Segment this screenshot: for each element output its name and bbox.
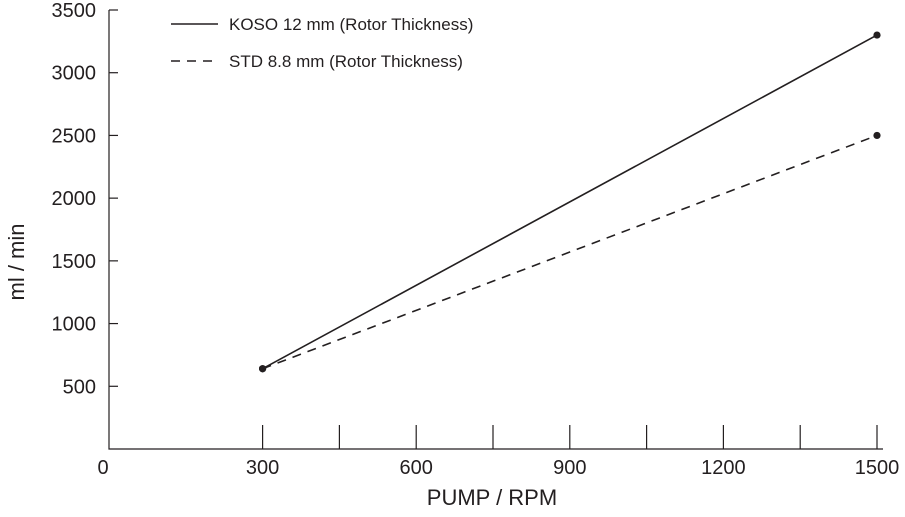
y-tick-label: 1000	[52, 314, 97, 336]
x-tick-label: 300	[246, 457, 279, 479]
y-tick-label: 3000	[52, 63, 97, 85]
y-tick-marks	[109, 9, 118, 387]
y-tick-label: 1500	[52, 251, 97, 273]
y-tick-labels: 500 1000 1500 2000 2500 3000 3500	[52, 0, 97, 398]
series-layer	[259, 31, 881, 373]
y-tick-label: 500	[63, 376, 96, 398]
x-tick-label: 900	[553, 457, 586, 479]
axes	[108, 10, 883, 450]
x-tick-label: 0	[97, 457, 108, 479]
y-axis-title: ml / min	[4, 224, 29, 301]
x-tick-label: 1500	[855, 457, 900, 479]
data-point	[873, 131, 881, 140]
series-line-koso	[262, 34, 878, 370]
series-line-std	[262, 134, 878, 370]
x-tick-labels: 0 300 600 900 1200 1500	[97, 457, 899, 479]
x-axis-title: PUMP / RPM	[427, 485, 557, 510]
x-minor-ticks	[262, 425, 878, 449]
x-tick-label: 1200	[701, 457, 746, 479]
legend: KOSO 12 mm (Rotor Thickness) STD 8.8 mm (…	[171, 15, 473, 71]
legend-label: STD 8.8 mm (Rotor Thickness)	[229, 52, 463, 71]
legend-label: KOSO 12 mm (Rotor Thickness)	[229, 15, 473, 34]
axis-frame	[108, 10, 883, 450]
y-tick-label: 3500	[52, 0, 97, 22]
x-tick-label: 600	[400, 457, 433, 479]
data-point	[873, 31, 881, 39]
y-tick-label: 2000	[52, 188, 97, 210]
y-tick-label: 2500	[52, 125, 97, 147]
data-point	[259, 365, 267, 373]
